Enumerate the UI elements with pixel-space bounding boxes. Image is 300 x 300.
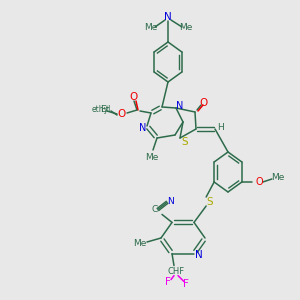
Text: Me: Me [144, 23, 158, 32]
Text: Me: Me [145, 152, 159, 161]
Text: S: S [182, 137, 188, 147]
Text: Me: Me [271, 173, 284, 182]
Text: N: N [168, 197, 174, 206]
Text: N: N [164, 12, 172, 22]
Text: O: O [255, 177, 263, 187]
Text: Me: Me [179, 23, 193, 32]
Text: F: F [183, 279, 189, 289]
Text: H: H [217, 122, 224, 131]
Text: S: S [207, 197, 214, 207]
Text: O: O [129, 92, 137, 102]
Text: Me: Me [133, 239, 147, 248]
Text: F: F [165, 277, 171, 286]
Text: CHF: CHF [167, 267, 184, 276]
Text: C: C [152, 205, 158, 214]
Text: O: O [117, 109, 125, 119]
Text: N: N [139, 123, 147, 133]
Text: ethyl: ethyl [91, 106, 111, 115]
Text: O: O [199, 98, 207, 108]
Text: N: N [176, 101, 184, 111]
Text: N: N [195, 250, 203, 260]
Text: Et: Et [100, 104, 109, 113]
